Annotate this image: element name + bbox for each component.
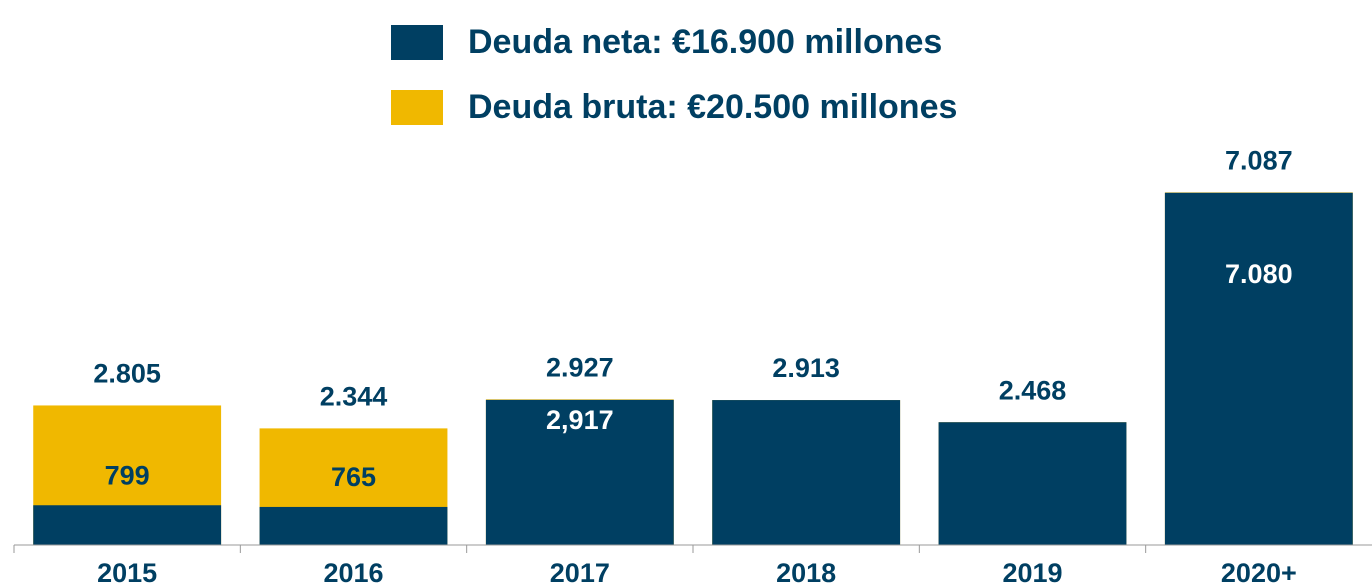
net-label: 799	[105, 460, 150, 490]
gross-label: 2.927	[546, 353, 614, 383]
bar-net	[938, 422, 1127, 545]
x-tick-label: 2018	[776, 558, 836, 585]
net-label: 7.080	[1225, 259, 1293, 289]
gross-label: 2.913	[772, 353, 840, 383]
x-tick-label: 2017	[550, 558, 610, 585]
gross-label: 2.468	[999, 375, 1067, 405]
legend-swatch	[391, 90, 443, 125]
gross-label: 2.344	[320, 382, 388, 412]
bar-net	[259, 506, 448, 545]
bar-net	[33, 505, 222, 545]
x-tick-label: 2016	[323, 558, 383, 585]
gross-label: 2.805	[93, 359, 161, 389]
net-label: 765	[331, 462, 376, 492]
x-tick-label: 2015	[97, 558, 157, 585]
bar-net	[712, 400, 901, 545]
x-tick-label: 2019	[1002, 558, 1062, 585]
bar-net	[485, 399, 674, 545]
bar-net	[1164, 192, 1353, 545]
x-tick-label: 2020+	[1221, 558, 1297, 585]
legend-swatch	[391, 25, 443, 60]
gross-label: 7.087	[1225, 146, 1293, 176]
net-label: 2,917	[546, 405, 614, 435]
legend-label: Deuda neta: €16.900 millones	[468, 23, 942, 61]
legend-label: Deuda bruta: €20.500 millones	[468, 88, 957, 126]
